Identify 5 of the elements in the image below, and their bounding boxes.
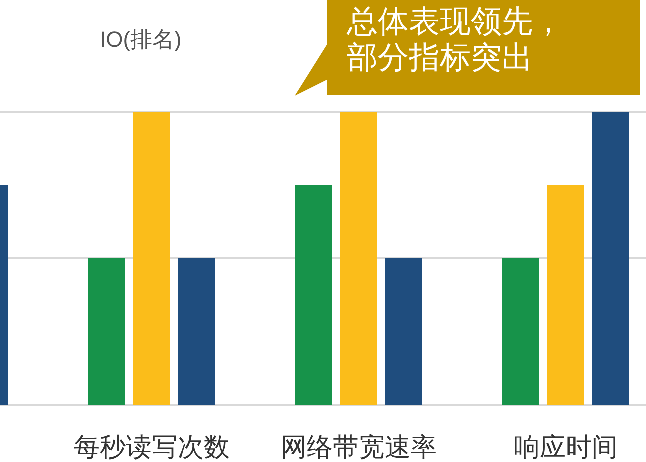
x-tick-label: 每秒读写次数 bbox=[74, 432, 230, 462]
x-tick-label: 响应时间 bbox=[514, 432, 618, 462]
callout: 总体表现领先， 部分指标突出 bbox=[295, 0, 640, 96]
chart-title: IO(排名) bbox=[100, 27, 182, 52]
x-tick-label: 网络带宽速率 bbox=[281, 432, 437, 462]
